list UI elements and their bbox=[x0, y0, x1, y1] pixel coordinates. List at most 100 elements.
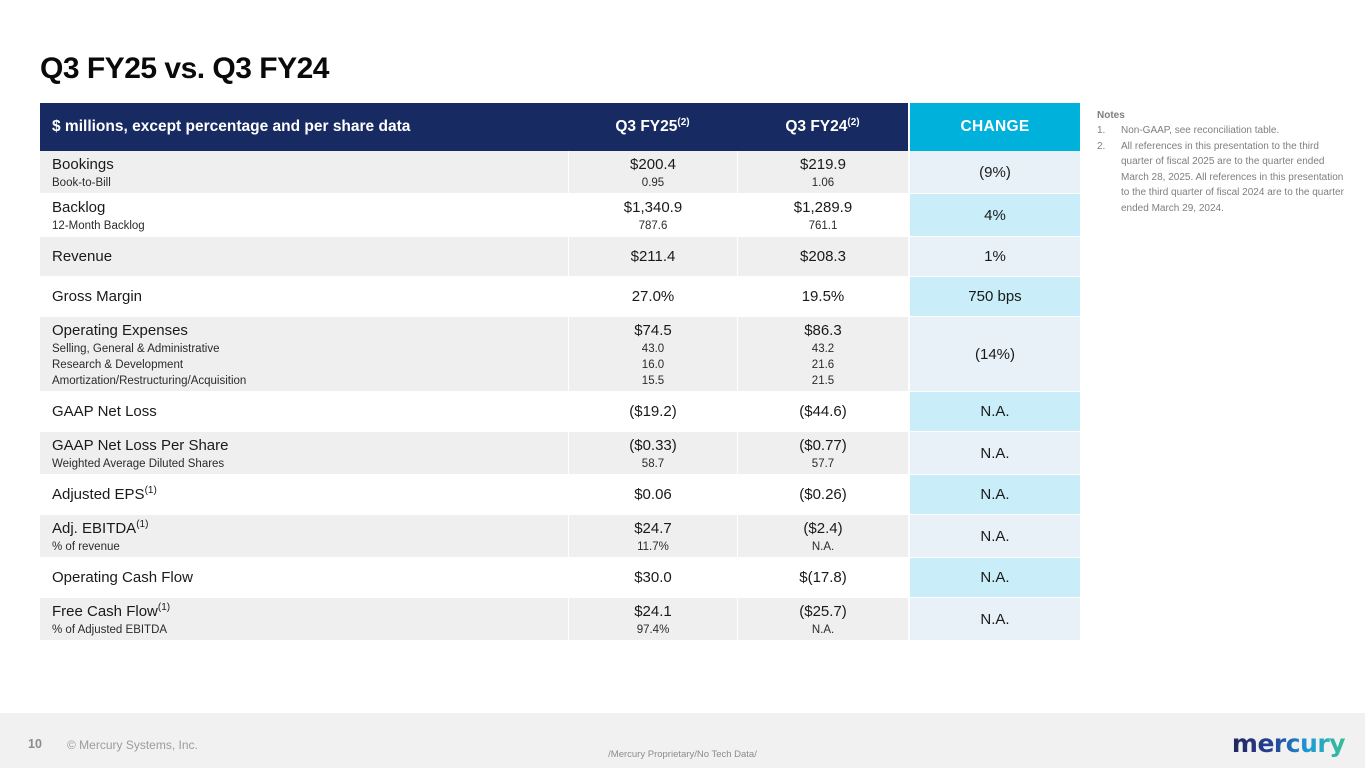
metric-label: Operating Expenses bbox=[52, 321, 188, 339]
fy25-value: ($19.2) bbox=[629, 403, 677, 420]
page-title: Q3 FY25 vs. Q3 FY24 bbox=[40, 52, 330, 85]
financial-table: $ millions, except percentage and per sh… bbox=[40, 103, 1080, 641]
table-row: Bookings Book-to-Bill $200.4 0.95 $219.9 1.06… bbox=[40, 151, 1080, 194]
proprietary-marking: /Mercury Proprietary/No Tech Data/ bbox=[608, 749, 757, 760]
fy24-value-sub: 21.6 bbox=[811, 358, 835, 371]
footnote-sup: (1) bbox=[157, 601, 171, 613]
metric-label: Gross Margin bbox=[52, 288, 143, 305]
fy24-value: $208.3 bbox=[800, 248, 846, 265]
note-item-2: 2. All references in this presentation t… bbox=[1097, 139, 1349, 217]
fy25-value-sub: 43.0 bbox=[641, 342, 665, 355]
fy25-value: $24.7 bbox=[634, 519, 672, 537]
change-value: N.A. bbox=[910, 515, 1080, 557]
fy24-value: $1,289.9 bbox=[793, 198, 853, 216]
metric-label: Adj. EBITDA(1) bbox=[52, 518, 149, 537]
fy24-value: $219.9 bbox=[800, 155, 846, 173]
table-header-change: CHANGE bbox=[910, 103, 1080, 151]
page-number: 10 bbox=[28, 737, 42, 751]
fy24-value: ($44.6) bbox=[799, 403, 847, 420]
fy25-value-cell: $24.7 11.7% bbox=[568, 515, 737, 557]
change-value: 750 bps bbox=[910, 277, 1080, 316]
table-header-units-label: $ millions, except percentage and per sh… bbox=[40, 103, 568, 151]
note-number: 2. bbox=[1097, 140, 1106, 152]
footnote-sup: (1) bbox=[144, 485, 157, 496]
fy25-value-sub: 0.95 bbox=[641, 176, 665, 189]
metric-label-cell: Operating Expenses Selling, General & Adm… bbox=[40, 317, 568, 391]
table-row: Operating Cash Flow $30.0 $(17.8) N.A. bbox=[40, 558, 1080, 598]
metric-sublabel: Weighted Average Diluted Shares bbox=[52, 457, 225, 470]
mercury-logo: mercury bbox=[1231, 729, 1346, 758]
metric-label-cell: Free Cash Flow(1) % of Adjusted EBITDA bbox=[40, 598, 568, 640]
fy25-value: $0.06 bbox=[634, 486, 672, 503]
fy24-value-sub: 21.5 bbox=[811, 374, 835, 387]
fy25-value-cell: $74.5 43.0 16.0 15.5 bbox=[568, 317, 737, 391]
metric-label-cell: Gross Margin bbox=[40, 277, 568, 316]
fy25-value-cell: ($0.33) 58.7 bbox=[568, 432, 737, 474]
table-row: Operating Expenses Selling, General & Adm… bbox=[40, 317, 1080, 392]
fy24-value: ($0.77) bbox=[799, 436, 847, 454]
fy24-value-sub: N.A. bbox=[811, 623, 835, 636]
fy24-value-cell: $86.3 43.2 21.6 21.5 bbox=[737, 317, 908, 391]
fy24-value-cell: ($44.6) bbox=[737, 392, 908, 431]
table-header-q3fy25: Q3 FY25 (2) bbox=[568, 103, 737, 151]
metric-sublabel: Selling, General & Administrative bbox=[52, 342, 220, 355]
fy25-value-cell: ($19.2) bbox=[568, 392, 737, 431]
fy25-value-cell: $211.4 bbox=[568, 237, 737, 276]
fy24-value: 19.5% bbox=[801, 288, 845, 305]
change-value: 1% bbox=[910, 237, 1080, 276]
fy25-value-cell: $200.4 0.95 bbox=[568, 151, 737, 193]
table-row: Adj. EBITDA(1) % of revenue $24.7 11.7% ($2.… bbox=[40, 515, 1080, 558]
fy24-value-cell: $(17.8) bbox=[737, 558, 908, 597]
metric-label-cell: GAAP Net Loss Per Share Weighted Average … bbox=[40, 432, 568, 474]
fy25-value: $24.1 bbox=[634, 602, 672, 620]
fy24-value-sub: 1.06 bbox=[811, 176, 835, 189]
notes-panel: Notes 1. Non-GAAP, see reconciliation ta… bbox=[1097, 110, 1349, 216]
fy24-value-cell: ($0.26) bbox=[737, 475, 908, 514]
fy25-value: $30.0 bbox=[634, 569, 672, 586]
fy24-value: ($2.4) bbox=[803, 519, 843, 537]
fy24-value-sub: 43.2 bbox=[811, 342, 835, 355]
notes-title: Notes bbox=[1097, 110, 1125, 121]
fy24-value: $(17.8) bbox=[799, 569, 847, 586]
copyright-text: © Mercury Systems, Inc. bbox=[67, 738, 198, 752]
table-row: GAAP Net Loss ($19.2) ($44.6) N.A. bbox=[40, 392, 1080, 432]
fy24-value: ($25.7) bbox=[799, 602, 847, 620]
fy25-value: $211.4 bbox=[630, 248, 676, 265]
metric-label-cell: GAAP Net Loss bbox=[40, 392, 568, 431]
fy25-value: $1,340.9 bbox=[623, 198, 683, 216]
fy25-value-sub: 58.7 bbox=[641, 457, 665, 470]
fy24-value: $86.3 bbox=[804, 321, 842, 339]
footer: 10 © Mercury Systems, Inc. /Mercury Prop… bbox=[0, 713, 1365, 768]
metric-label-cell: Adjusted EPS(1) bbox=[40, 475, 568, 514]
q3fy25-label: Q3 FY25 bbox=[615, 118, 678, 135]
fy25-value: 27.0% bbox=[631, 288, 675, 305]
q3fy25-footnote-sup: (2) bbox=[677, 116, 690, 128]
fy25-value-sub: 787.6 bbox=[638, 219, 668, 232]
fy25-value-cell: $24.1 97.4% bbox=[568, 598, 737, 640]
metric-label-cell: Backlog 12-Month Backlog bbox=[40, 194, 568, 236]
fy25-value-sub: 16.0 bbox=[641, 358, 665, 371]
fy24-value-cell: 19.5% bbox=[737, 277, 908, 316]
table-row: Gross Margin 27.0% 19.5% 750 bps bbox=[40, 277, 1080, 317]
metric-sublabel: Amortization/Restructuring/Acquisition bbox=[52, 374, 247, 387]
fy25-value-cell: 27.0% bbox=[568, 277, 737, 316]
fy24-value-cell: ($2.4) N.A. bbox=[737, 515, 908, 557]
fy25-value-cell: $0.06 bbox=[568, 475, 737, 514]
metric-label: Free Cash Flow(1) bbox=[52, 601, 171, 620]
metric-label: Backlog bbox=[52, 198, 106, 216]
fy25-value-cell: $30.0 bbox=[568, 558, 737, 597]
fy25-value-sub: 97.4% bbox=[636, 623, 670, 636]
q3fy24-label: Q3 FY24 bbox=[785, 118, 848, 135]
note-number: 1. bbox=[1097, 125, 1106, 136]
metric-label: Operating Cash Flow bbox=[52, 569, 193, 586]
fy24-value-sub: 761.1 bbox=[808, 219, 838, 232]
change-value: N.A. bbox=[910, 598, 1080, 640]
metric-label: GAAP Net Loss bbox=[52, 403, 157, 420]
change-value: (14%) bbox=[910, 317, 1080, 391]
fy24-value-cell: $219.9 1.06 bbox=[737, 151, 908, 193]
change-value: (9%) bbox=[910, 151, 1080, 193]
fy25-value: ($0.33) bbox=[629, 436, 677, 454]
change-value: N.A. bbox=[910, 558, 1080, 597]
q3fy24-footnote-sup: (2) bbox=[847, 116, 860, 128]
metric-sublabel: Book-to-Bill bbox=[52, 176, 111, 189]
